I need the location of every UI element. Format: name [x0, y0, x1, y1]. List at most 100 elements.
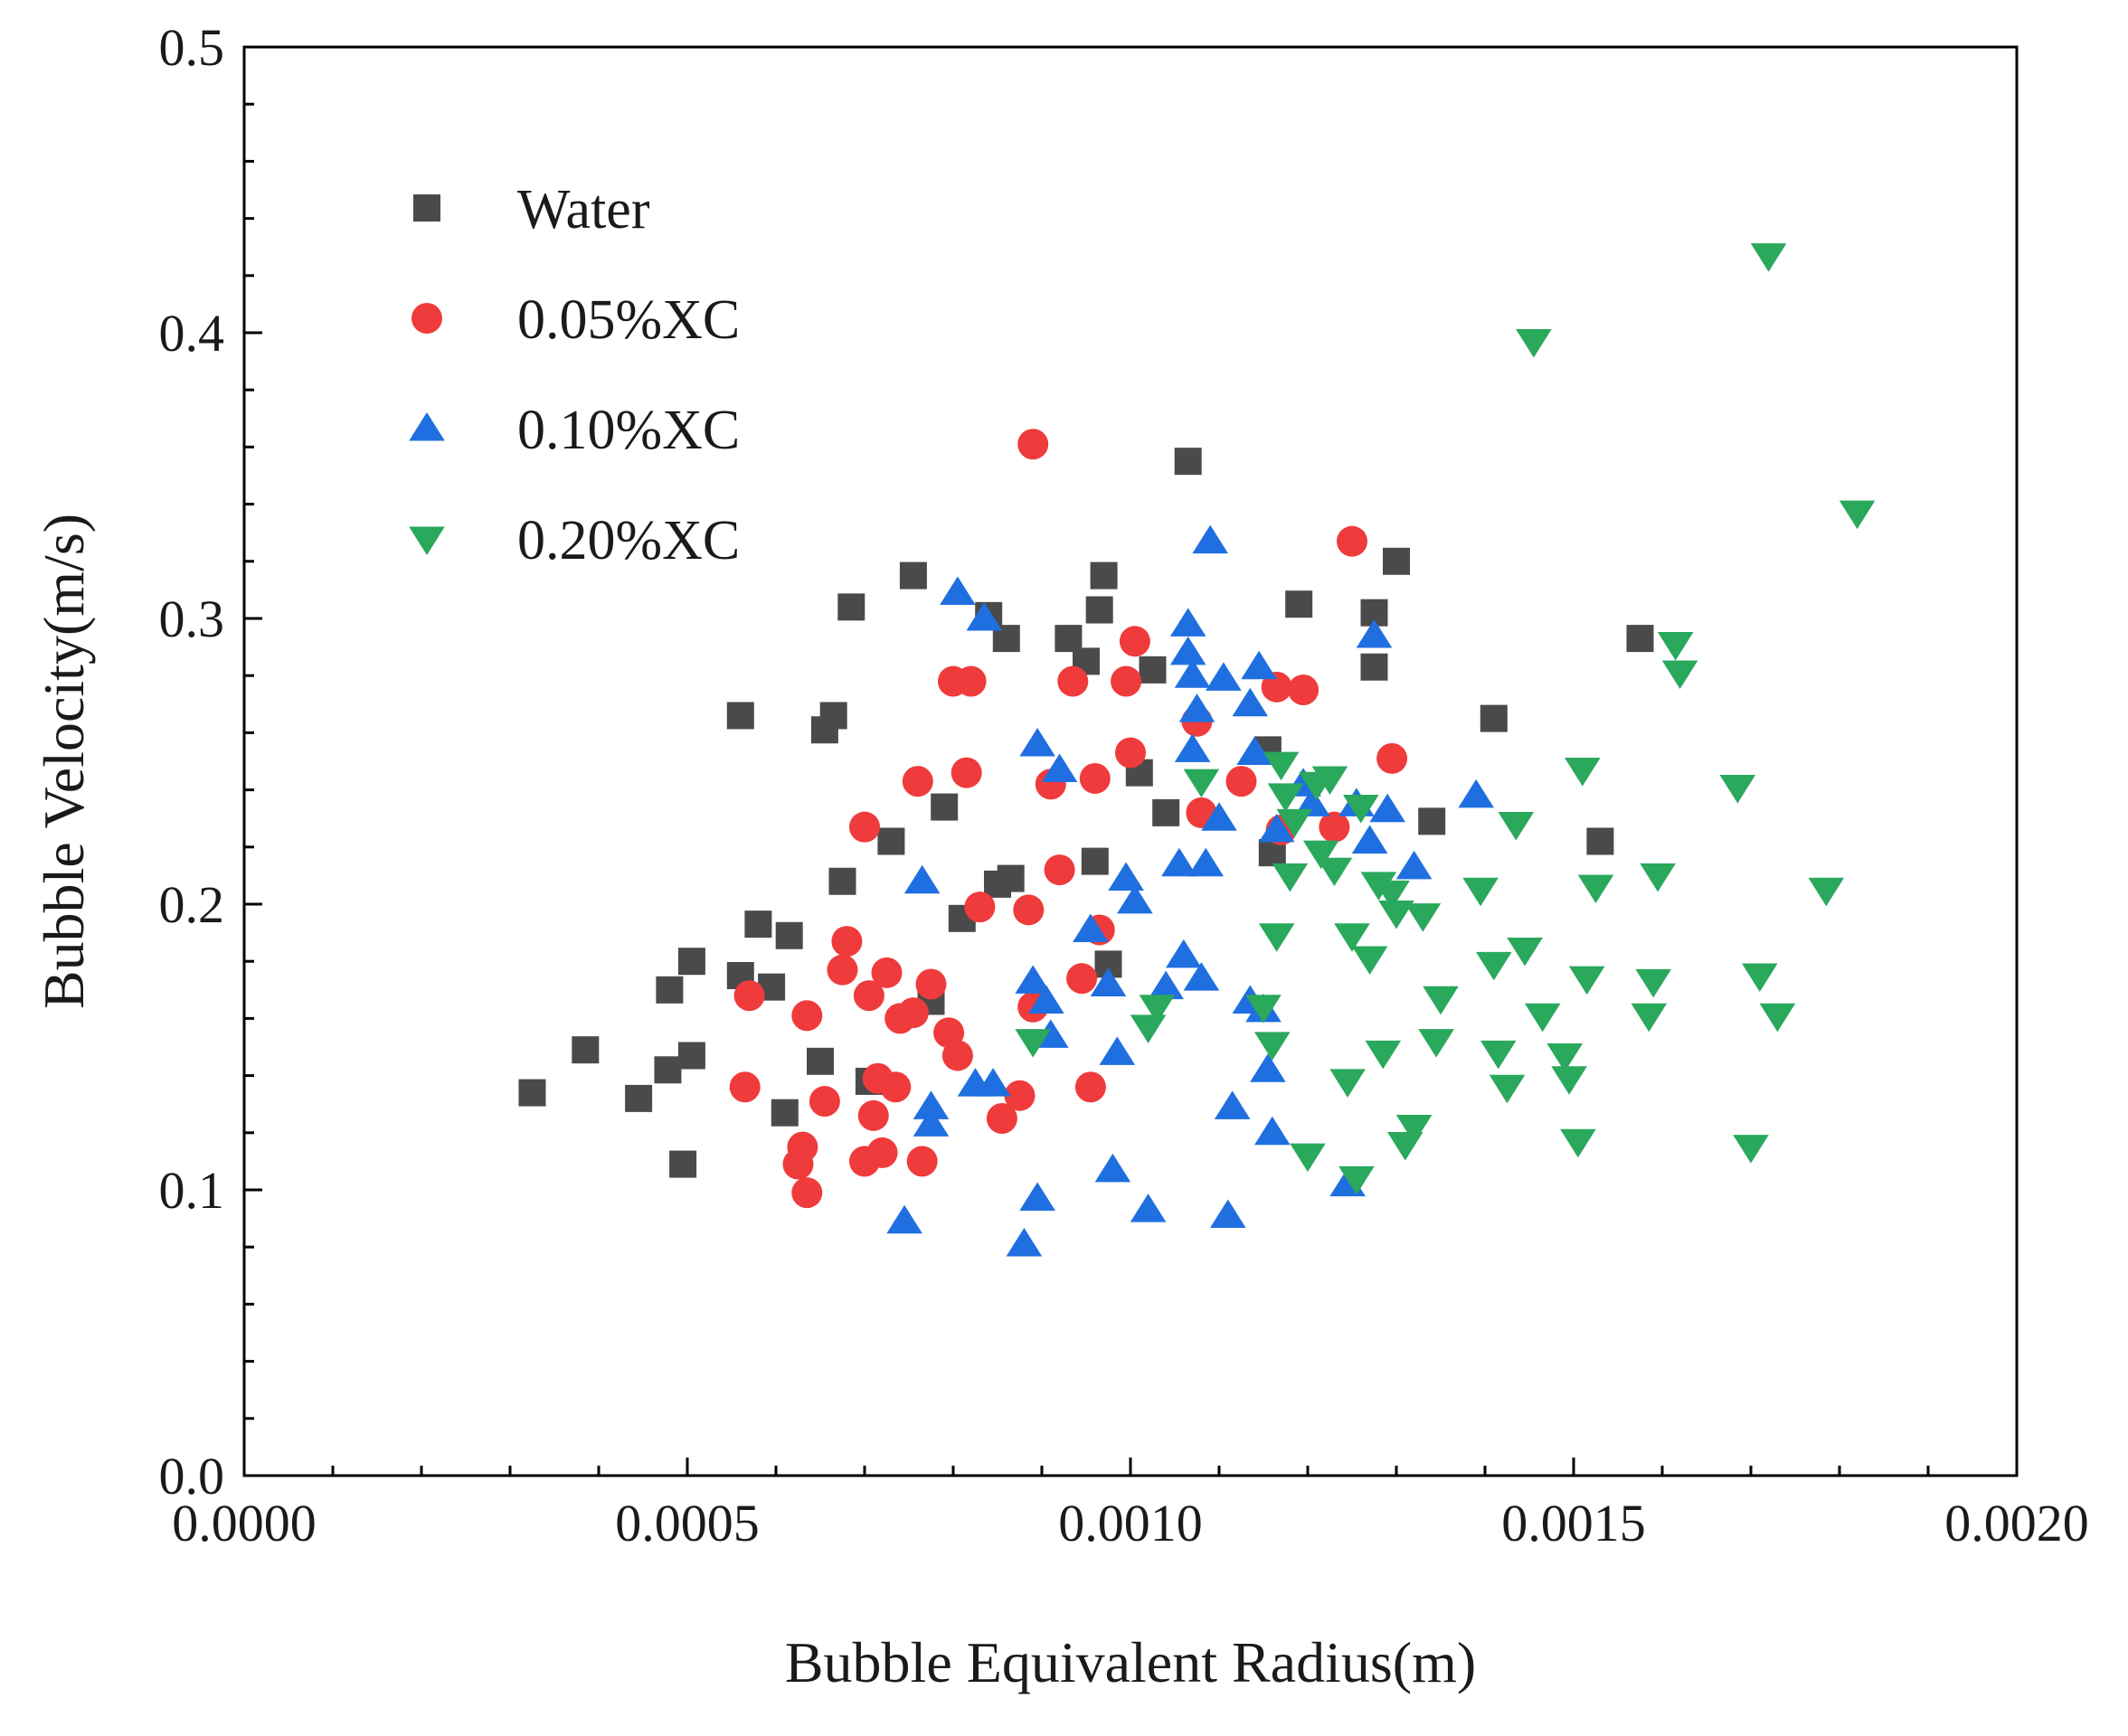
legend-marker: [411, 303, 442, 334]
legend-marker: [409, 412, 445, 441]
data-point: [1006, 1228, 1043, 1257]
data-point: [1290, 1143, 1326, 1173]
legend-marker: [409, 526, 445, 555]
y-tick-label: 0.4: [159, 304, 225, 363]
data-point: [1206, 662, 1242, 691]
data-point: [899, 561, 927, 590]
data-point: [1192, 524, 1228, 554]
x-tick-label: 0.0020: [1944, 1494, 2089, 1552]
data-point: [1178, 693, 1215, 722]
data-point: [654, 1056, 682, 1084]
data-point: [1225, 766, 1257, 797]
data-point: [1090, 967, 1127, 996]
data-point: [1130, 1014, 1167, 1043]
data-point: [1119, 626, 1150, 657]
data-point: [1640, 863, 1676, 892]
data-point: [1319, 811, 1350, 843]
data-point: [1839, 500, 1876, 530]
data-point: [828, 867, 856, 895]
data-point: [1577, 874, 1614, 904]
data-point: [1742, 963, 1778, 992]
data-point: [986, 1103, 1017, 1134]
data-point: [1245, 995, 1282, 1024]
data-point: [827, 954, 858, 986]
data-point: [1374, 880, 1410, 910]
y-tick-label: 0.3: [159, 590, 225, 648]
legend-label: 0.10%XC: [517, 400, 740, 461]
data-point: [677, 948, 705, 976]
legend-label: 0.05%XC: [517, 289, 740, 351]
data-point: [913, 1108, 950, 1137]
data-point: [1329, 1069, 1366, 1098]
data-point: [1267, 783, 1304, 812]
data-point: [1458, 778, 1494, 808]
data-point: [1356, 618, 1393, 648]
data-point: [964, 892, 996, 923]
data-point: [951, 757, 982, 788]
data-point: [1551, 1066, 1587, 1095]
data-point: [871, 957, 903, 988]
data-point: [1276, 808, 1313, 838]
data-point: [1302, 840, 1339, 870]
series-3: [1015, 243, 1876, 1195]
data-point: [1081, 847, 1109, 875]
data-point: [1166, 939, 1202, 968]
data-point: [1139, 995, 1176, 1024]
data-point: [1285, 590, 1313, 618]
data-point: [940, 576, 976, 606]
data-point: [1418, 807, 1446, 835]
data-point: [1343, 795, 1379, 824]
data-point: [1631, 1003, 1668, 1033]
data-point: [1378, 900, 1414, 929]
data-point: [1263, 751, 1300, 781]
data-point: [853, 980, 884, 1012]
data-point: [1254, 1032, 1291, 1061]
data-point: [902, 766, 933, 797]
legend-label: 0.20%XC: [517, 510, 740, 571]
data-point: [1250, 1053, 1286, 1082]
data-point: [1476, 951, 1512, 981]
x-tick-label: 0.0015: [1501, 1494, 1646, 1552]
data-point: [791, 1000, 823, 1032]
data-point: [1261, 671, 1292, 703]
data-point: [975, 1068, 1011, 1097]
legend-label: Water: [517, 179, 650, 241]
legend: Water 0.05%XC 0.10%XC 0.20%XC: [409, 179, 740, 571]
data-point: [1108, 862, 1144, 892]
data-point: [1586, 827, 1614, 855]
data-point: [1258, 923, 1295, 952]
data-point: [966, 602, 1003, 631]
data-point: [1090, 561, 1118, 590]
data-point: [1759, 1003, 1796, 1033]
data-point: [1565, 757, 1601, 787]
data-point: [1004, 1080, 1036, 1111]
data-point: [729, 1071, 761, 1103]
data-point: [1210, 1199, 1246, 1228]
data-point: [1139, 656, 1167, 684]
data-point: [819, 702, 847, 730]
data-point: [1085, 596, 1113, 624]
data-point: [1376, 742, 1408, 774]
data-point: [1750, 243, 1787, 272]
data-point: [1074, 1071, 1106, 1103]
data-point: [1288, 675, 1319, 705]
data-point: [1337, 525, 1367, 557]
data-point: [775, 921, 803, 949]
data-point: [1201, 802, 1237, 831]
data-point: [1232, 687, 1269, 717]
data-point: [572, 1036, 600, 1064]
data-point: [1404, 903, 1442, 932]
data-point: [1316, 857, 1353, 887]
data-point: [1055, 625, 1083, 653]
y-tick-label: 0.5: [159, 18, 225, 77]
data-point: [897, 997, 929, 1029]
data-point: [1258, 813, 1295, 843]
data-point: [1254, 1116, 1291, 1146]
data-point: [1568, 966, 1605, 995]
x-tick-label: 0.0000: [172, 1494, 317, 1552]
axis-ticks: 0.0000 0.0005 0.0010 0.0015 0.00200.00.10.20…: [159, 18, 2089, 1552]
y-axis-title: Bubble Velocity(m/s): [32, 514, 96, 1009]
data-point: [1111, 665, 1142, 697]
data-point: [913, 1090, 950, 1119]
data-point: [941, 1040, 973, 1071]
